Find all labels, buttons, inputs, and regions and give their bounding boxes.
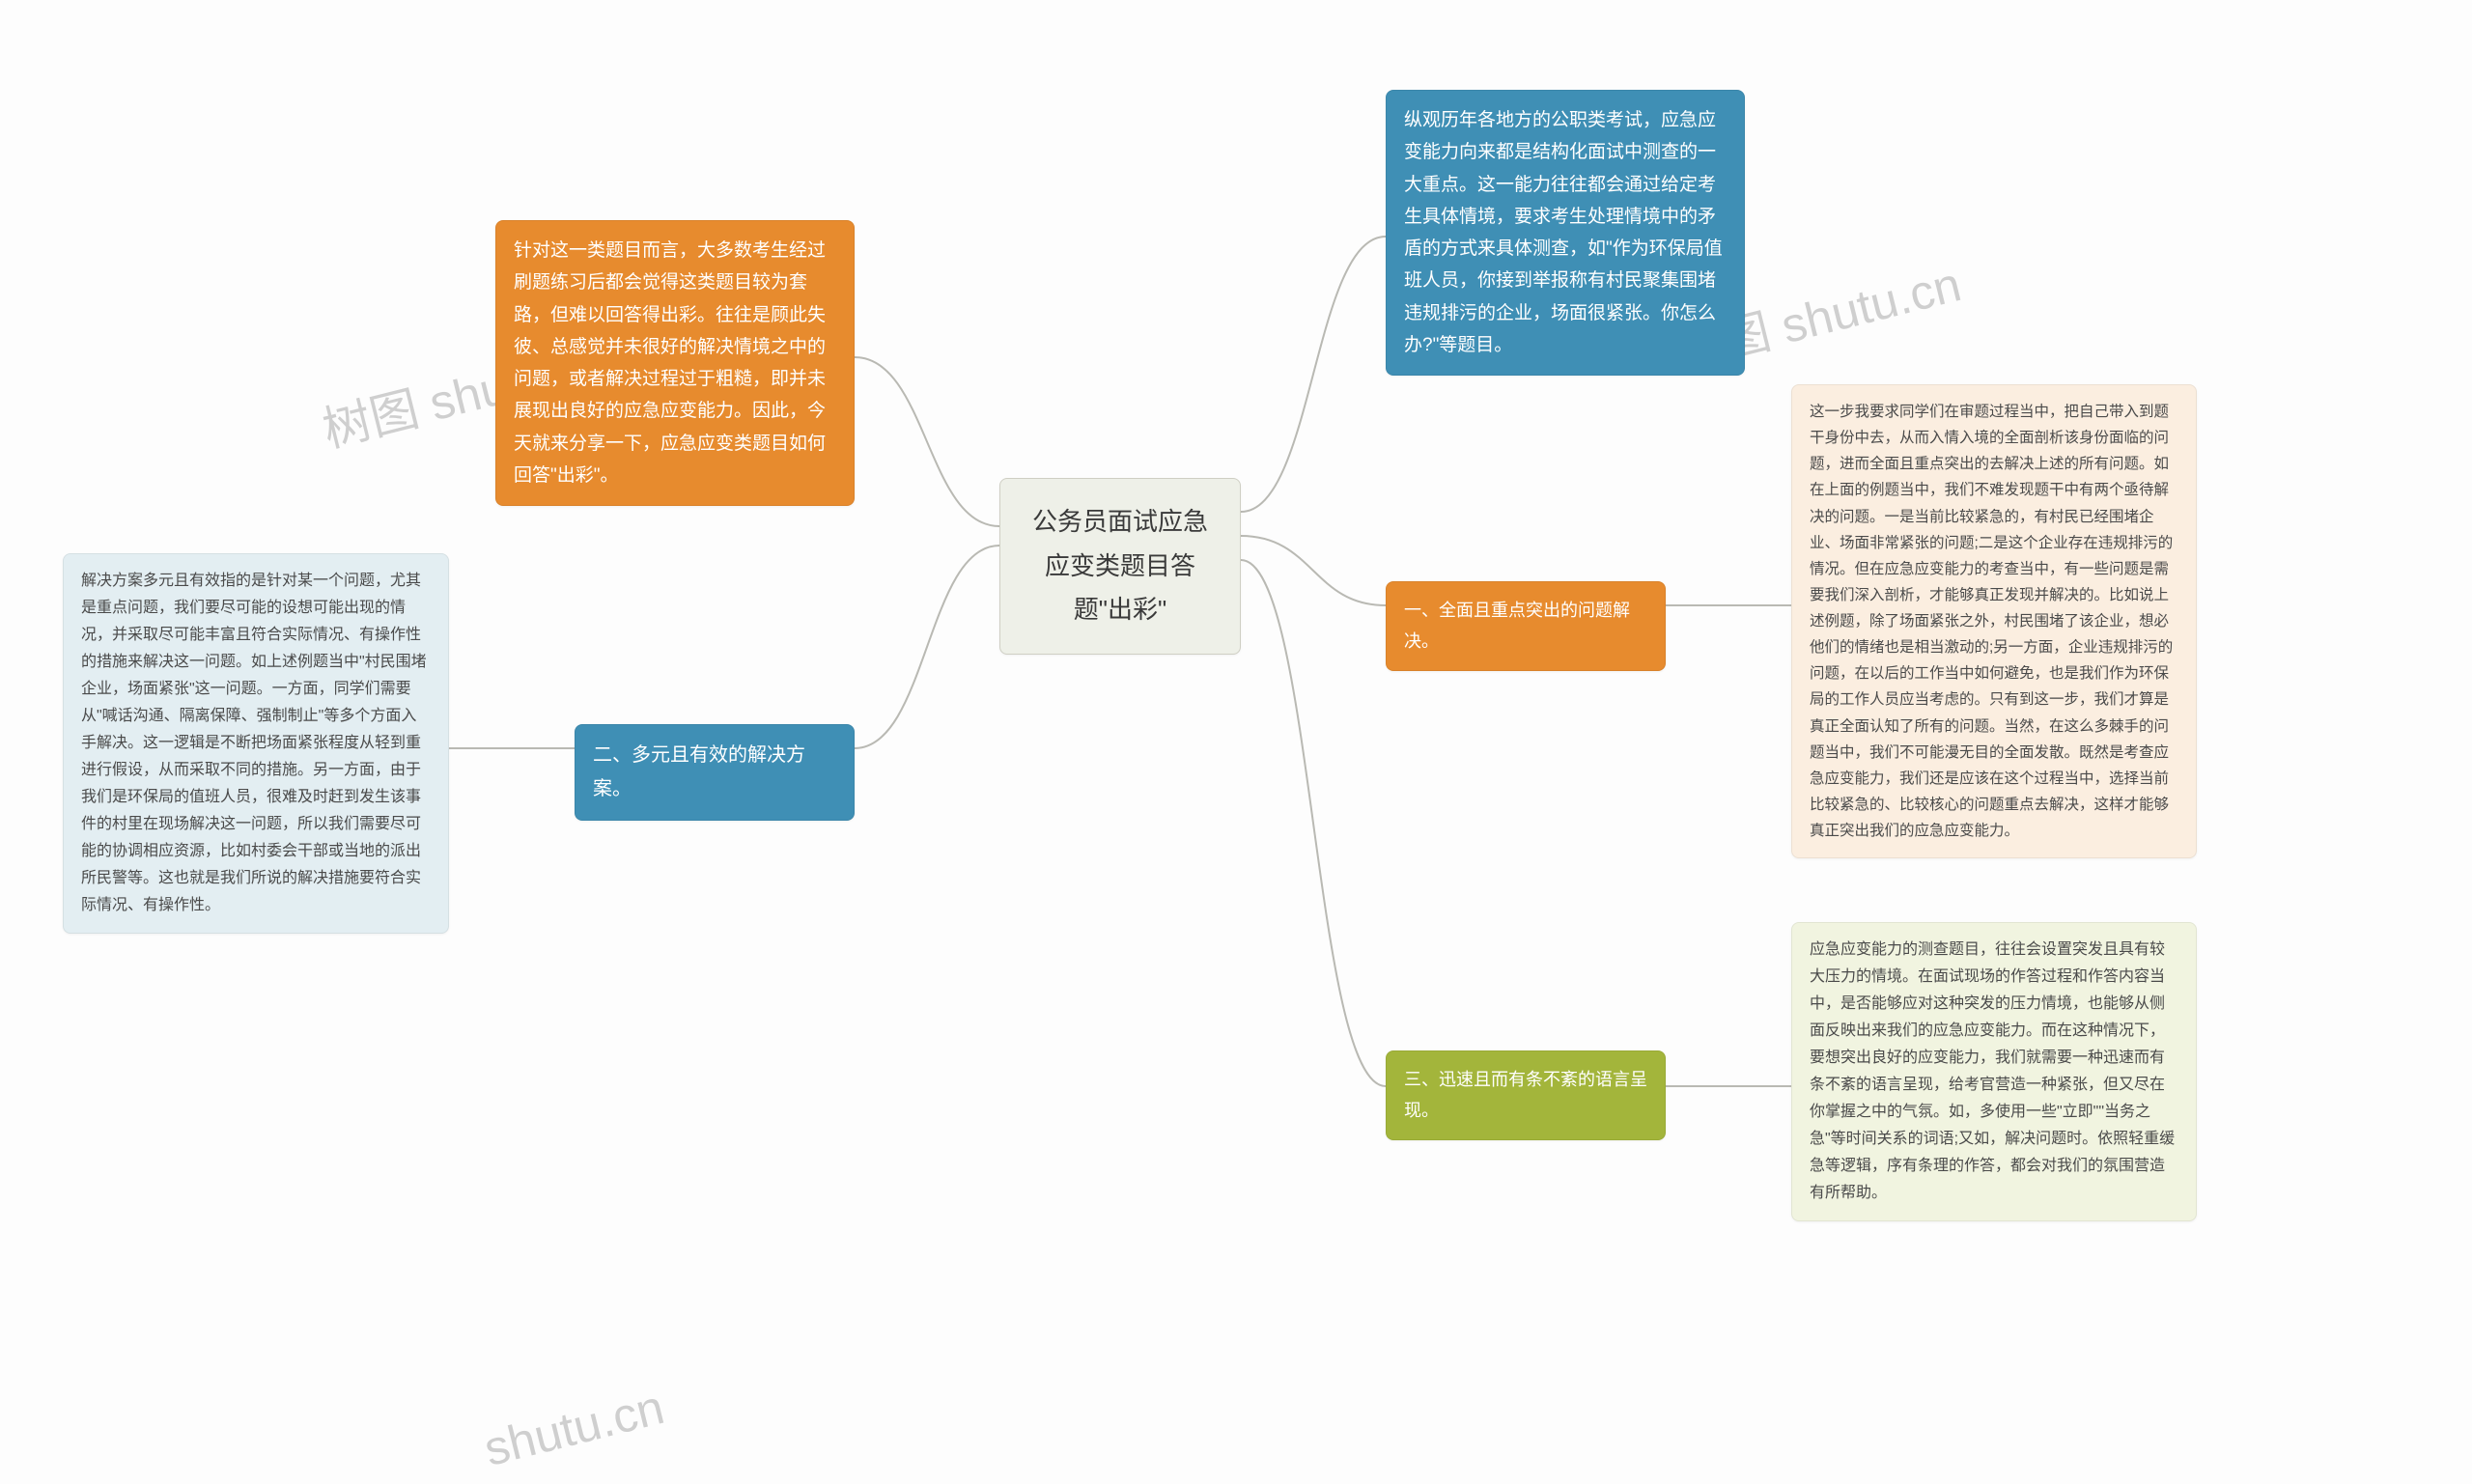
node-branch-three[interactable]: 三、迅速且而有条不紊的语言呈现。 xyxy=(1386,1050,1666,1140)
mindmap-canvas: 树图 shutu.cn树图 shutu.cnshutu.cn公务员面试应急应变类… xyxy=(0,0,2472,1484)
node-text: 纵观历年各地方的公职类考试，应急应变能力向来都是结构化面试中测查的一大重点。这一… xyxy=(1404,110,1723,355)
node-text: 解决方案多元且有效指的是针对某一个问题，尤其是重点问题，我们要尽可能的设想可能出… xyxy=(81,573,427,913)
node-text: 二、多元且有效的解决方案。 xyxy=(593,744,805,799)
node-leaf-three[interactable]: 应急应变能力的测查题目，往往会设置突发且具有较大压力的情境。在面试现场的作答过程… xyxy=(1791,922,2197,1221)
node-leaf-one[interactable]: 这一步我要求同学们在审题过程当中，把自己带入到题干身份中去，从而入情入境的全面剖… xyxy=(1791,384,2197,858)
node-center[interactable]: 公务员面试应急应变类题目答题"出彩" xyxy=(999,478,1241,655)
node-text: 一、全面且重点突出的问题解决。 xyxy=(1404,601,1630,651)
node-text: 三、迅速且而有条不紊的语言呈现。 xyxy=(1404,1070,1647,1120)
watermark: shutu.cn xyxy=(479,1379,669,1477)
node-branch-one[interactable]: 一、全面且重点突出的问题解决。 xyxy=(1386,581,1666,671)
node-left-intro[interactable]: 针对这一类题目而言，大多数考生经过刷题练习后都会觉得这类题目较为套路，但难以回答… xyxy=(495,220,855,506)
node-text: 应急应变能力的测查题目，往往会设置突发且具有较大压力的情境。在面试现场的作答过程… xyxy=(1810,941,2175,1201)
node-text: 这一步我要求同学们在审题过程当中，把自己带入到题干身份中去，从而入情入境的全面剖… xyxy=(1810,404,2173,839)
node-branch-two[interactable]: 二、多元且有效的解决方案。 xyxy=(575,724,855,821)
node-text: 公务员面试应急应变类题目答题"出彩" xyxy=(1032,507,1208,624)
node-text: 针对这一类题目而言，大多数考生经过刷题练习后都会觉得这类题目较为套路，但难以回答… xyxy=(514,240,826,486)
node-leaf-two[interactable]: 解决方案多元且有效指的是针对某一个问题，尤其是重点问题，我们要尽可能的设想可能出… xyxy=(63,553,449,934)
node-right-top[interactable]: 纵观历年各地方的公职类考试，应急应变能力向来都是结构化面试中测查的一大重点。这一… xyxy=(1386,90,1745,376)
